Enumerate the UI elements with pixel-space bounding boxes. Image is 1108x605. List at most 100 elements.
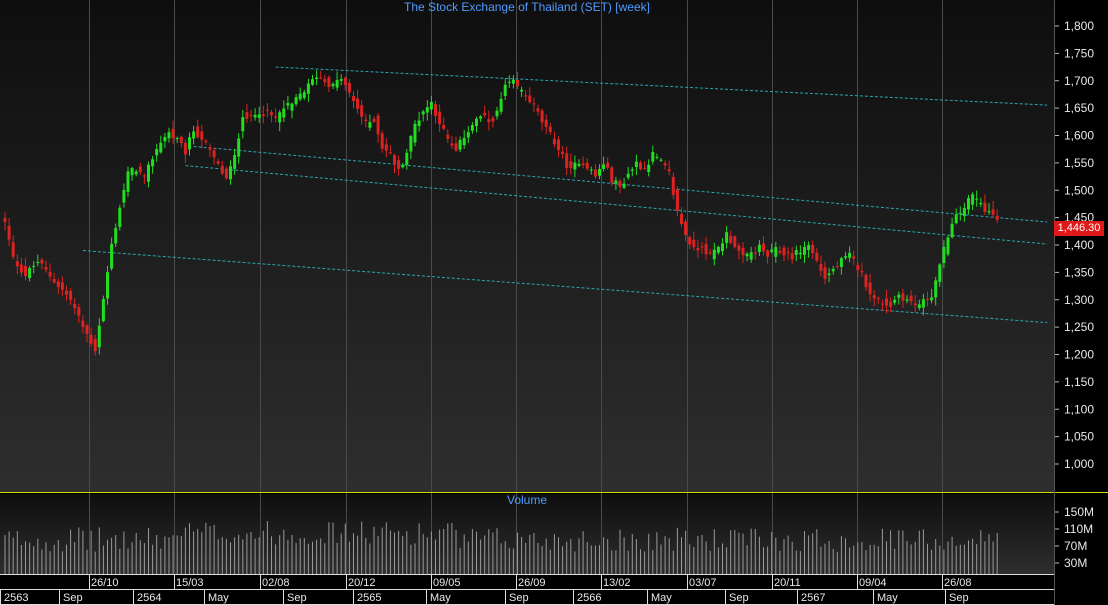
candle-body: [487, 119, 491, 123]
candle-body: [671, 176, 675, 195]
candle-body: [470, 125, 474, 131]
candle-body: [483, 112, 487, 116]
candle-body: [737, 245, 741, 251]
price-panel-bg: [0, 0, 1054, 492]
candle-body: [852, 256, 856, 259]
candle-body: [585, 162, 589, 169]
price-tick-label: 1,800: [1064, 19, 1094, 33]
candle-body: [331, 83, 335, 87]
candle-body: [532, 103, 536, 105]
date-label: 09/04: [859, 577, 887, 589]
candle-body: [286, 103, 290, 106]
candle-body: [647, 164, 651, 172]
candle-body: [815, 252, 819, 261]
candle-body: [938, 264, 942, 282]
candle-body: [827, 273, 831, 275]
candle-body: [376, 115, 380, 135]
candle-body: [561, 151, 565, 154]
candle-body: [352, 96, 355, 101]
candle-body: [712, 249, 716, 260]
candle-body: [721, 243, 724, 252]
candle-body: [380, 133, 384, 149]
candle-body: [495, 110, 499, 117]
period-label: Sep: [949, 592, 969, 604]
candle-body: [958, 212, 962, 214]
candle-body: [278, 112, 282, 123]
candle-body: [983, 202, 987, 212]
candle-body: [823, 267, 827, 279]
candle-body: [889, 301, 893, 307]
candle-body: [618, 180, 622, 187]
candle-body: [151, 159, 155, 167]
candle-body: [762, 243, 765, 252]
date-axis: 26/10 15/03 02/08 20/12 09/05 26/09 13/02 03/07…: [0, 574, 1054, 605]
candle-body: [528, 95, 532, 103]
candle-body: [782, 247, 786, 256]
candle-body: [106, 272, 109, 299]
candle-body: [548, 126, 552, 132]
candle-body: [950, 223, 954, 238]
candle-body: [893, 299, 897, 303]
candle-body: [729, 236, 733, 243]
price-tick-label: 1,750: [1064, 46, 1094, 60]
grid: [89, 0, 943, 574]
candle-body: [503, 84, 507, 96]
candle-body: [208, 147, 212, 150]
candle-body: [581, 163, 585, 165]
candle-body: [778, 250, 782, 253]
candle-body: [97, 325, 101, 348]
candle-body: [475, 118, 478, 127]
candle-body: [372, 118, 376, 122]
candle-body: [101, 299, 105, 322]
candle-body: [544, 119, 548, 128]
candle-body: [327, 77, 331, 87]
candle-body: [339, 79, 343, 81]
candle-body: [655, 156, 659, 158]
candle-body: [233, 155, 237, 169]
candle-body: [540, 110, 544, 123]
candle-body: [511, 79, 515, 84]
price-tick-label: 1,300: [1064, 293, 1094, 307]
volume-panel-title: Volume: [506, 493, 548, 507]
candle-body: [434, 104, 437, 116]
candle-body: [19, 264, 23, 273]
candle-body: [741, 247, 745, 256]
period-label: May: [430, 592, 451, 604]
candle-body: [44, 267, 48, 270]
candle-body: [237, 138, 241, 157]
price-tick-label: 1,250: [1064, 320, 1094, 334]
candle-body: [807, 245, 811, 251]
candle-body: [384, 144, 388, 151]
candle-body: [77, 307, 81, 316]
candle-body: [413, 123, 417, 143]
candle-body: [839, 258, 843, 268]
period-label: Sep: [729, 592, 749, 604]
trendline: [193, 145, 1048, 223]
candle-body: [147, 164, 150, 182]
candle-body: [507, 81, 511, 83]
candle-body: [565, 153, 569, 168]
candle-body: [241, 117, 245, 132]
candle-body: [466, 132, 470, 138]
candle-body: [265, 109, 269, 111]
candle-body: [573, 162, 577, 170]
candle-body: [962, 208, 966, 217]
candle-body: [130, 168, 134, 176]
candle-body: [626, 173, 630, 178]
candle-body: [450, 143, 454, 146]
candle-body: [880, 303, 884, 305]
candle-body: [921, 299, 925, 308]
candle-body: [36, 261, 40, 263]
candle-body: [393, 155, 396, 165]
candle-body: [634, 161, 638, 168]
period-label: 2566: [577, 592, 601, 604]
date-label: 02/08: [262, 577, 290, 589]
candle-body: [405, 152, 409, 165]
candle-body: [844, 256, 847, 258]
candle-body: [770, 249, 774, 252]
candle-body: [56, 281, 60, 288]
price-tick-label: 1,200: [1064, 348, 1094, 362]
candle-body: [421, 111, 425, 115]
candle-body: [803, 246, 806, 255]
candle-body: [745, 253, 749, 257]
